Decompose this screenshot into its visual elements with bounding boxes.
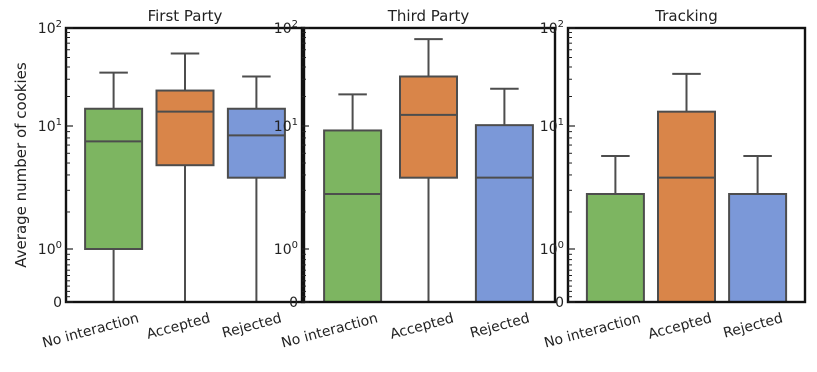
box-iqr <box>226 107 286 179</box>
y-axis-label: Average number of cookies <box>12 62 30 268</box>
panel-frame <box>64 26 306 304</box>
y-tick-label: 101 <box>540 117 564 135</box>
x-tick-label: No interaction <box>41 310 141 351</box>
panel-title: First Party <box>148 7 223 25</box>
y-tick-label: 102 <box>540 19 564 37</box>
box-iqr <box>728 192 788 303</box>
box-iqr <box>657 110 716 303</box>
y-tick-label: 0 <box>289 295 298 311</box>
box-iqr <box>474 124 534 303</box>
y-tick-label: 100 <box>540 240 564 258</box>
y-tick-label: 101 <box>38 117 62 135</box>
box-iqr <box>323 129 383 303</box>
y-tick-label: 0 <box>555 295 564 311</box>
y-tick-label: 100 <box>38 240 62 258</box>
x-tick-label: Rejected <box>220 310 283 341</box>
box-iqr <box>84 107 144 250</box>
y-tick-label: 0 <box>53 295 62 311</box>
x-tick-label: Rejected <box>722 310 785 341</box>
y-tick-label: 101 <box>274 117 298 135</box>
x-tick-label: Accepted <box>145 310 212 342</box>
panel-frame <box>566 26 807 304</box>
panel-title: Third Party <box>387 7 470 25</box>
y-tick-label: 102 <box>38 19 62 37</box>
x-tick-label: Rejected <box>468 310 531 341</box>
box-iqr <box>155 89 215 167</box>
x-tick-label: Accepted <box>646 310 713 342</box>
y-tick-label: 102 <box>274 19 298 37</box>
panel-title: Tracking <box>654 7 717 25</box>
box-iqr <box>585 192 645 303</box>
x-tick-label: No interaction <box>280 310 380 351</box>
x-tick-label: Accepted <box>388 310 455 342</box>
box-iqr <box>399 75 458 179</box>
x-tick-label: No interaction <box>542 310 642 351</box>
panel-frame <box>300 26 557 304</box>
y-tick-label: 100 <box>274 240 298 258</box>
